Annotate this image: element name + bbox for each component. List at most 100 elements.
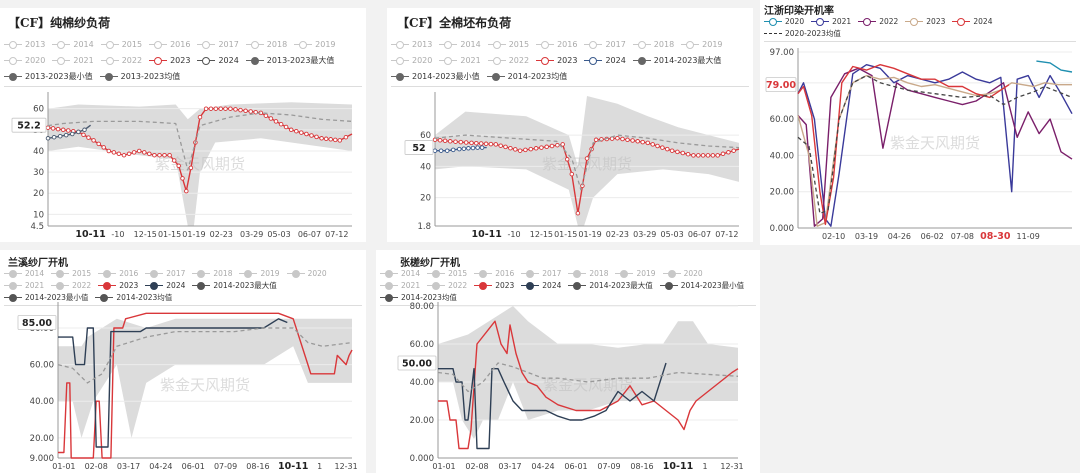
series-line	[438, 320, 739, 450]
legend-item[interactable]: 2014-2023最大值	[568, 280, 653, 292]
legend-item[interactable]: 2021	[439, 53, 481, 69]
legend-item[interactable]: 2014	[4, 268, 44, 280]
legend-item[interactable]: 2013	[4, 37, 45, 53]
legend-item[interactable]: 2020	[4, 53, 45, 69]
series-marker	[444, 148, 450, 153]
legend-item[interactable]: 2014-2023均值	[486, 69, 567, 85]
legend-item[interactable]: 2014-2023均值	[95, 292, 172, 304]
x-tick-label: 02-08	[465, 462, 488, 471]
legend-item[interactable]: 2020	[662, 268, 703, 280]
legend-item[interactable]: 2014-2023均值	[380, 292, 457, 304]
legend-item[interactable]: 2022	[100, 53, 142, 69]
series-line	[438, 362, 667, 450]
series-marker	[533, 146, 539, 151]
legend-item[interactable]: 2016	[98, 268, 138, 280]
legend-item[interactable]: 2014	[52, 37, 94, 53]
legend-swatch	[98, 270, 117, 278]
series-marker	[432, 148, 438, 153]
legend-item[interactable]: 2015	[51, 268, 91, 280]
legend-item[interactable]: 2016	[474, 268, 514, 280]
legend-swatch	[474, 282, 493, 290]
legend-item[interactable]: 2013	[391, 37, 432, 53]
legend-item[interactable]: 2018	[192, 268, 232, 280]
y-tick-label: 40	[33, 147, 44, 157]
legend-item[interactable]: 2018	[568, 268, 608, 280]
legend-item[interactable]: 2023	[905, 16, 945, 28]
legend-item[interactable]: 2018	[245, 37, 287, 53]
series-line	[797, 74, 1072, 227]
series-marker	[475, 145, 480, 150]
legend-item[interactable]: 2023	[474, 280, 514, 292]
series-marker	[660, 145, 665, 150]
legend-item[interactable]: 2017	[521, 268, 561, 280]
chart-legend: 2013 2014 2015 2016 2017 2018 2019 2020 2021 2022…	[4, 37, 362, 87]
y-tick-label: 20.00	[770, 188, 794, 198]
legend-item[interactable]: 2013-2023均值	[99, 69, 180, 85]
series-marker	[715, 153, 720, 158]
legend-item[interactable]: 2017	[584, 37, 626, 53]
series-marker	[696, 153, 701, 158]
legend-item[interactable]: 2024	[521, 280, 561, 292]
legend-swatch	[245, 40, 264, 49]
legend-item[interactable]: 2016	[149, 37, 190, 53]
legend-item[interactable]: 2024	[584, 53, 626, 69]
legend-item[interactable]: 2022	[51, 280, 91, 292]
legend-item[interactable]: 2019	[681, 37, 723, 53]
legend-item[interactable]: 2014	[380, 268, 420, 280]
legend-item[interactable]: 2024	[952, 16, 992, 28]
legend-swatch	[536, 56, 555, 65]
legend-item[interactable]: 2015	[427, 268, 467, 280]
legend-item[interactable]: 2023	[536, 53, 577, 69]
legend-item[interactable]: 2020	[391, 53, 432, 69]
legend-label: 2016	[119, 269, 139, 278]
legend-item[interactable]: 2021	[811, 16, 851, 28]
legend-item[interactable]: 2014	[439, 37, 481, 53]
legend-item[interactable]: 2013-2023最小值	[4, 69, 93, 85]
series-marker	[569, 171, 575, 177]
legend-item[interactable]: 2013-2023最大值	[245, 53, 334, 69]
chart-panel-zhangcha-yarn-run: 张槎纱厂开机 2014 2015 2016 2017 2018 2019 2020 2021 2…	[376, 250, 760, 473]
chart-plot: 4.510203040506010-11-1012-1501-1501-1902…	[11, 92, 353, 240]
legend-item[interactable]: 2023	[149, 53, 190, 69]
series-marker	[278, 121, 284, 127]
legend-item[interactable]: 2019	[239, 268, 280, 280]
legend-label: 2020	[412, 56, 433, 65]
legend-label: 2015	[121, 40, 143, 49]
series-line	[434, 134, 740, 191]
legend-label: 2020	[25, 56, 46, 65]
series-marker	[176, 163, 181, 169]
series-marker	[167, 152, 172, 158]
legend-item[interactable]: 2014-2023最小值	[391, 69, 480, 85]
series-marker	[299, 130, 304, 135]
legend-item[interactable]: 2022	[427, 280, 467, 292]
legend-item[interactable]: 2020-2023均值	[764, 28, 841, 40]
legend-label: 2014-2023均值	[401, 293, 457, 302]
legend-item[interactable]: 2021	[52, 53, 94, 69]
legend-item[interactable]: 2021	[4, 280, 44, 292]
legend-item[interactable]: 2017	[197, 37, 239, 53]
x-tick-label: 07-12	[715, 230, 738, 239]
legend-item[interactable]: 2014-2023最大值	[192, 280, 277, 292]
legend-item[interactable]: 2019	[294, 37, 336, 53]
legend-label: 2022	[508, 56, 530, 65]
legend-item[interactable]: 2019	[615, 268, 656, 280]
legend-item[interactable]: 2015	[100, 37, 143, 53]
legend-item[interactable]: 2018	[632, 37, 674, 53]
legend-item[interactable]: 2022	[858, 16, 898, 28]
legend-item[interactable]: 2020	[286, 268, 327, 280]
legend-item[interactable]: 2017	[145, 268, 185, 280]
legend-item[interactable]: 2015	[487, 37, 529, 53]
legend-item[interactable]: 2024	[145, 280, 185, 292]
series-line	[1036, 60, 1073, 73]
legend-item[interactable]: 2016	[536, 37, 577, 53]
legend-item[interactable]: 2023	[98, 280, 138, 292]
series-marker	[136, 148, 142, 154]
legend-item[interactable]: 2022	[487, 53, 530, 69]
legend-item[interactable]: 2014-2023最小值	[659, 280, 744, 292]
legend-item[interactable]: 2021	[380, 280, 420, 292]
legend-item[interactable]: 2014-2023最小值	[4, 292, 88, 304]
legend-item[interactable]: 2014-2023最大值	[632, 53, 721, 69]
legend-item[interactable]: 2024	[197, 53, 239, 69]
legend-item[interactable]: 2020	[764, 16, 804, 28]
legend-label: 2021	[460, 56, 481, 65]
